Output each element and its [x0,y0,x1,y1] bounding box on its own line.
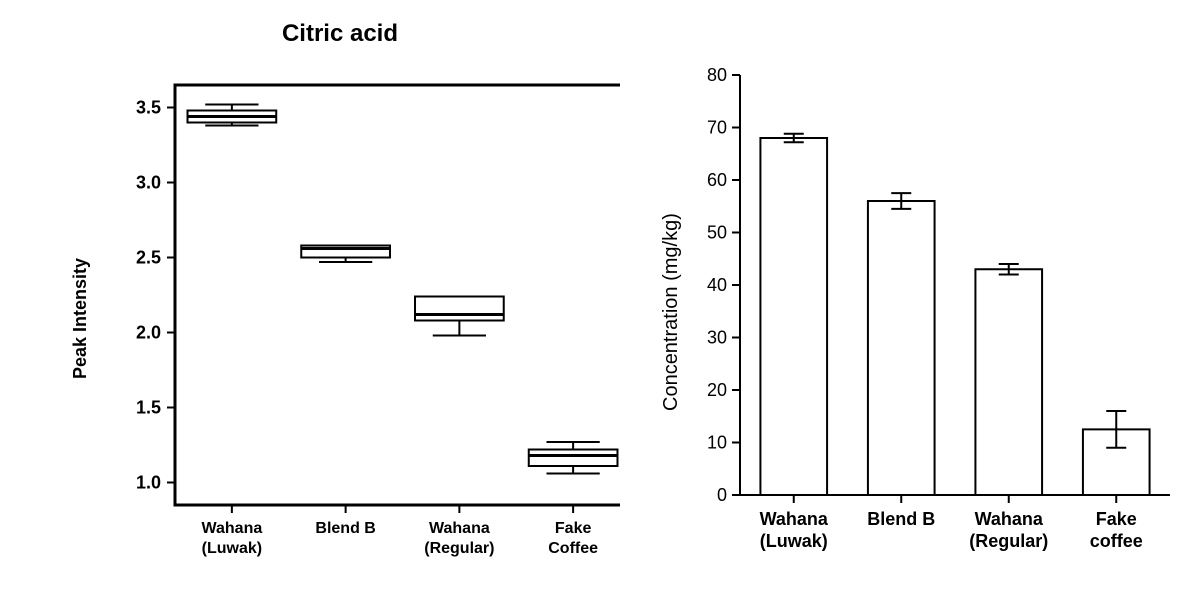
barchart-ylabel: Concentration (mg/kg) [660,213,683,411]
barchart-ytick-label: 70 [707,118,727,138]
boxplot-xtick-label: (Luwak) [202,540,262,557]
barchart-xtick-label: Blend B [867,509,935,529]
boxplot-ytick-label: 2.5 [136,248,161,268]
barchart-xtick-label: Wahana [760,509,829,529]
boxplot-ytick-label: 1.5 [136,398,161,418]
barchart-svg: 01020304050607080Wahana(Luwak)Blend BWah… [660,55,1180,595]
boxplot-xtick-label: Wahana [202,520,263,537]
boxplot-xtick-label: Wahana [429,520,490,537]
boxplot-ytick-label: 3.5 [136,98,161,118]
boxplot-title: Citric acid [60,20,620,48]
barchart-xtick-label: (Regular) [969,531,1048,551]
boxplot-xtick-label: (Regular) [424,540,494,557]
barchart-xtick-label: Fake [1096,509,1137,529]
boxplot-ytick-label: 1.0 [136,473,161,493]
barchart-panel: Concentration (mg/kg) 0 10 20 30 40 50 60 70 80 W… [660,55,1180,595]
boxplot-panel: Citric acid Peak Intensity 1.0 1.5 2.0 2.5 3… [60,20,620,580]
boxplot-xtick-label: Fake [555,520,592,537]
boxplot-ytick-label: 3.0 [136,173,161,193]
boxplot-ylabel: Peak Intensity [70,258,91,379]
barchart-ytick-label: 50 [707,223,727,243]
barchart-ytick-label: 0 [717,485,727,505]
boxplot-xtick-label: Blend B [315,520,375,537]
figure-page: Citric acid Peak Intensity 1.0 1.5 2.0 2.5 3… [0,0,1200,607]
barchart-xtick-label: Wahana [975,509,1044,529]
boxplot-ytick-label: 2.0 [136,323,161,343]
barchart-ytick-label: 20 [707,380,727,400]
boxplot-svg: 1.0 1.5 2.0 2.5 3.0 3.5 Wahana (Luwak) Blend B Wa… [60,20,620,580]
barchart-ytick-label: 80 [707,65,727,85]
barchart-ytick-label: 10 [707,433,727,453]
barchart-ytick-label: 30 [707,328,727,348]
barchart-ytick-label: 40 [707,275,727,295]
barchart-ytick-label: 60 [707,170,727,190]
barchart-xtick-label: coffee [1090,531,1143,551]
boxplot-xtick-label: Coffee [548,540,598,557]
barchart-xtick-label: (Luwak) [760,531,828,551]
